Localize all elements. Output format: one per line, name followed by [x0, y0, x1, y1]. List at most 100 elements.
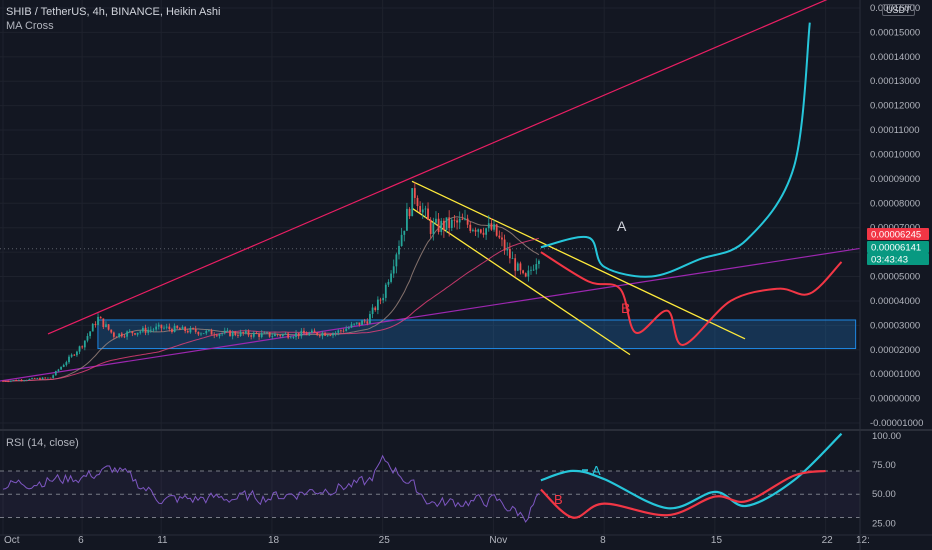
price-tag-box [867, 228, 929, 240]
candle-body [297, 333, 300, 337]
candle-body [15, 380, 18, 381]
x-tick-label: 12: [856, 535, 870, 546]
indicator-label[interactable]: MA Cross [6, 20, 54, 32]
candle-body [376, 299, 379, 311]
candle-body [461, 218, 464, 220]
x-tick-label: 8 [600, 535, 606, 546]
candle-body [178, 328, 181, 330]
candle-body [97, 316, 99, 325]
candle-body [260, 333, 263, 337]
chart-title[interactable]: SHIB / TetherUS, 4h, BINANCE, Heikin Ash… [6, 6, 221, 18]
candle-body [86, 336, 89, 341]
candle-body [226, 330, 229, 332]
candle-body [358, 322, 361, 325]
candle-body [419, 206, 422, 213]
wedge-lower-line [0, 247, 861, 382]
candle-body [155, 326, 158, 330]
candle-body [493, 224, 495, 230]
candle-body [200, 333, 202, 335]
candle-body [247, 331, 250, 336]
candle-body [469, 224, 472, 231]
candle-body [498, 235, 501, 238]
candle-body [105, 324, 107, 327]
candle-body [99, 316, 102, 319]
x-tick-label: 22 [822, 535, 834, 546]
candle-body [501, 237, 503, 240]
candle-body [112, 332, 115, 337]
candle-body [83, 340, 86, 348]
candle-body [453, 219, 456, 221]
candle-body [134, 333, 136, 335]
candle-body [131, 331, 134, 334]
candle-body [326, 335, 329, 337]
candle-body [474, 229, 477, 232]
candle-body [506, 248, 509, 251]
rsi-label[interactable]: RSI (14, close) [6, 437, 79, 449]
candle-body [157, 324, 160, 327]
candle-body [81, 346, 84, 348]
candle-body [215, 335, 218, 337]
candle-body [184, 326, 187, 332]
ma-slow-line [2, 237, 540, 382]
annotation-label: A [617, 218, 627, 234]
x-tick-label: 25 [379, 535, 391, 546]
candle-body [173, 325, 176, 333]
y-tick-label: 0.00009000 [870, 174, 920, 185]
currency-badge[interactable]: USDT [882, 4, 915, 16]
candle-body [527, 270, 530, 277]
candle-body [152, 329, 155, 331]
candle-body [12, 380, 15, 381]
candle-body [287, 333, 290, 338]
candle-body [65, 362, 68, 365]
candle-body [110, 329, 113, 333]
candle-body [20, 379, 23, 381]
candle-body [295, 333, 297, 337]
y-tick-label: 0.00010000 [870, 149, 920, 160]
candle-body [485, 228, 488, 235]
candle-body [448, 217, 451, 228]
candle-body [347, 327, 350, 329]
candle-body [46, 377, 49, 379]
candle-body [142, 327, 144, 332]
candle-body [33, 378, 36, 379]
candle-body [271, 336, 274, 337]
candle-body [123, 336, 126, 338]
annotations: A B A B [554, 218, 630, 507]
candle-body [115, 336, 118, 338]
candle-body [363, 320, 366, 322]
candle-body [10, 380, 12, 382]
y-tick-label: 0.00004000 [870, 296, 920, 307]
y-tick-label: 0.00012000 [870, 101, 920, 112]
candle-body [258, 333, 260, 337]
candle-body [289, 337, 292, 339]
candle-body [530, 269, 532, 271]
y-tick-label: 0.00000000 [870, 394, 920, 405]
candle-body [160, 324, 163, 329]
y-tick-label: 0.00008000 [870, 198, 920, 209]
y-tick-label: 0.00001000 [870, 369, 920, 380]
y-tick-label: 0.00014000 [870, 52, 920, 63]
candle-body [472, 229, 474, 231]
candle-body [345, 328, 348, 332]
candle-body [524, 273, 527, 277]
candle-body [482, 232, 485, 235]
trendlines [0, 0, 861, 382]
candle-body [107, 324, 110, 330]
candle-body [52, 375, 55, 378]
candle-body [70, 354, 73, 357]
candle-body [382, 297, 385, 301]
candle-body [361, 320, 363, 325]
candle-body [490, 223, 493, 230]
candle-body [7, 381, 10, 383]
candle-body [300, 330, 303, 337]
candle-body [342, 330, 345, 332]
accumulation-box-rect [97, 319, 857, 350]
candle-body [2, 381, 4, 382]
candle-body [395, 254, 398, 267]
candle-body [318, 335, 321, 337]
candle-body [25, 380, 28, 381]
annotation-label: A [592, 463, 601, 478]
candles[interactable] [2, 182, 540, 383]
candle-body [237, 335, 239, 337]
